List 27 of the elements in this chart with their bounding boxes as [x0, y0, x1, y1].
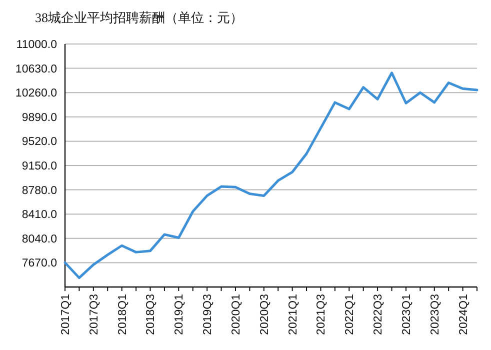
- x-tick-label: 2017Q3: [88, 294, 100, 335]
- y-tick-label: 11000.0: [16, 39, 57, 51]
- y-tick-label: 9520.0: [22, 136, 57, 148]
- x-tick-label: 2022Q1: [344, 294, 356, 335]
- y-tick-label: 9150.0: [22, 160, 57, 172]
- x-tick-label: 2024Q1: [458, 294, 470, 335]
- x-tick-label: 2020Q1: [230, 294, 242, 335]
- x-tick-label: 2017Q1: [60, 294, 72, 335]
- x-tick-label: 2018Q1: [116, 294, 129, 335]
- line-series: [64, 72, 478, 280]
- y-tick-label: 10630.0: [15, 63, 57, 76]
- x-tick-label: 2022Q3: [372, 294, 385, 335]
- x-tick-label: 2023Q3: [429, 294, 442, 335]
- x-tick-label: 2020Q3: [258, 294, 271, 335]
- y-tick-label: 8410.0: [22, 209, 57, 222]
- x-tick-label: 2018Q3: [145, 294, 158, 335]
- y-tick-label: 8780.0: [22, 184, 57, 197]
- x-tick-label: 2021Q3: [316, 294, 328, 335]
- y-tick-label: 8040.0: [22, 233, 57, 246]
- x-tick-label: 2019Q1: [174, 294, 186, 335]
- x-tick-label: 2019Q3: [202, 294, 214, 335]
- x-tick-label: 2021Q1: [287, 294, 300, 335]
- y-tick-label: 7670.0: [22, 258, 57, 270]
- y-tick-label: 10260.0: [15, 88, 57, 100]
- y-tick-label: 9890.0: [22, 112, 57, 124]
- chart-title: 38城企业平均招聘薪酬（单位：元）: [35, 10, 243, 25]
- x-tick-label: 2023Q1: [400, 294, 413, 335]
